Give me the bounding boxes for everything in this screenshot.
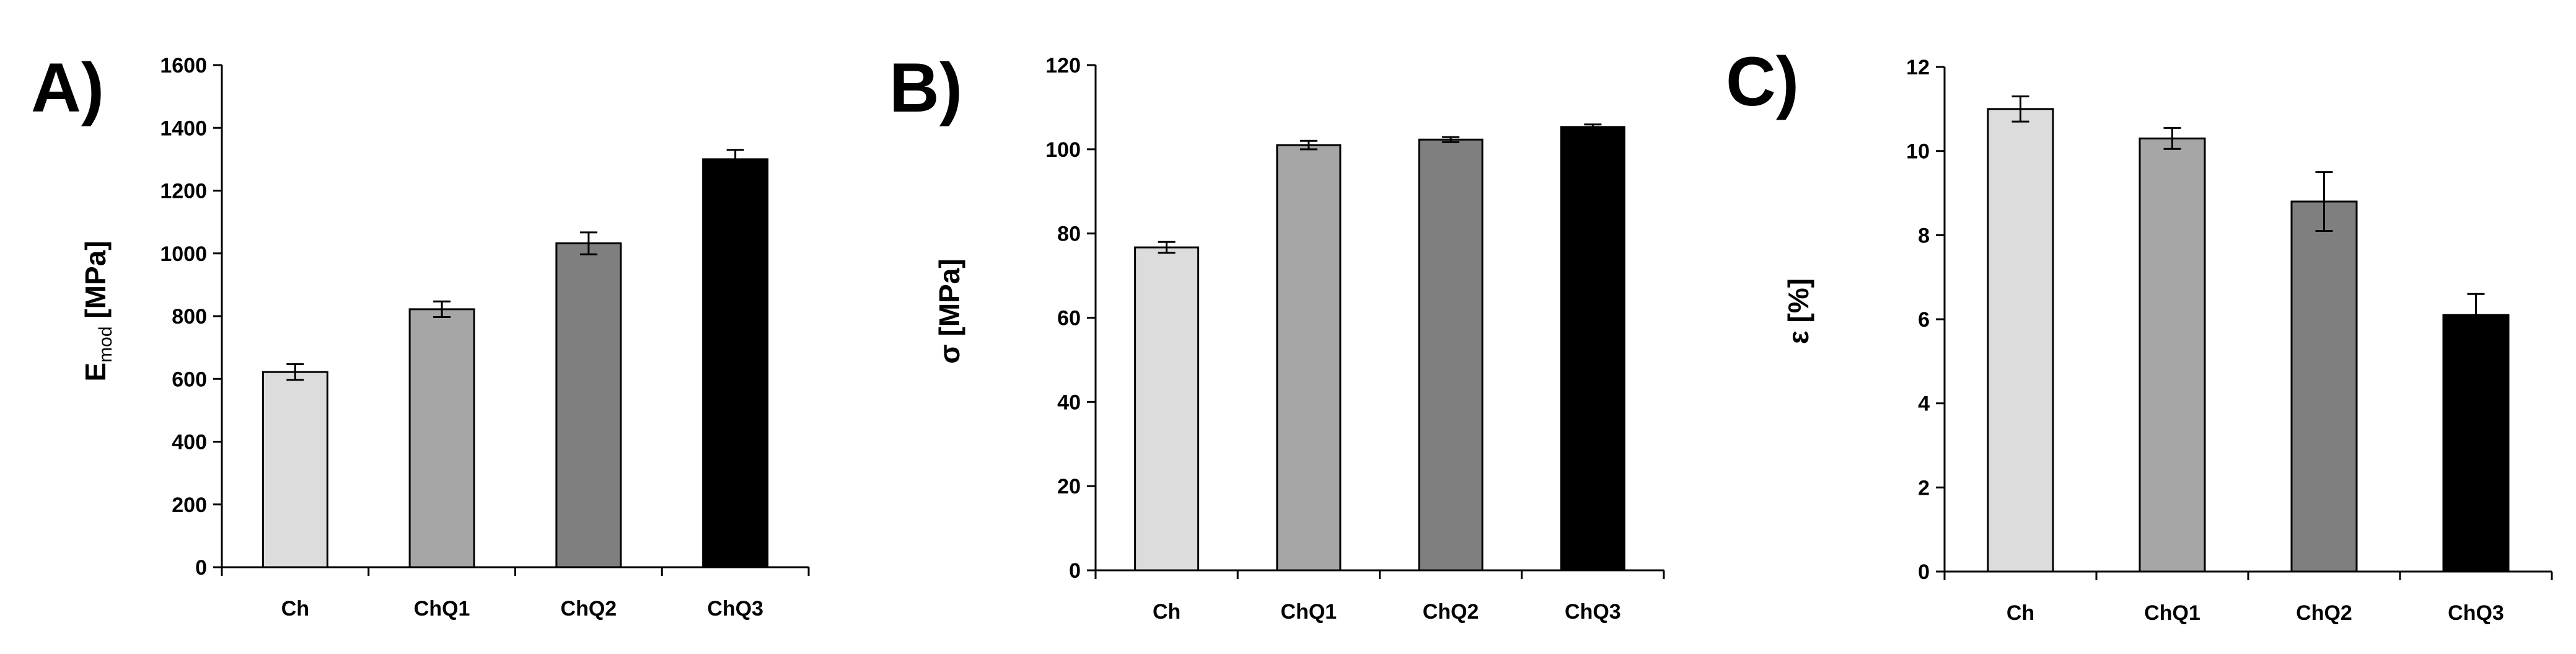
panel-c-y-tick-label: 6 — [1918, 308, 1930, 332]
panel-a-x-category-label: Ch — [281, 597, 309, 621]
panel-a-letter: A) — [31, 49, 104, 126]
panel-b-y-tick-label: 20 — [1057, 475, 1081, 498]
panel-b-bar-chq3 — [1560, 126, 1625, 572]
panel-b-x-category-label: ChQ3 — [1565, 600, 1621, 624]
panel-a-y-tick-label: 1000 — [160, 242, 207, 266]
panel-c-y-tick-label: 4 — [1918, 392, 1930, 416]
panel-a-x-category-label: ChQ1 — [414, 597, 470, 621]
panel-a-bar-ch — [262, 371, 328, 568]
panel-c-bar-ch — [1987, 108, 2054, 573]
panel-c-y-tick-label: 8 — [1918, 224, 1930, 247]
panel-c-y-tick-label: 0 — [1918, 560, 1930, 584]
panel-b-y-axis-title: σ [MPa] — [933, 259, 965, 363]
panel-c-x-category-label: Ch — [2007, 601, 2034, 625]
panel-a-x-category-label: ChQ3 — [707, 597, 763, 621]
panel-a-y-axis-title: Emod [MPa] — [79, 241, 116, 381]
panel-b-y-tick-label: 100 — [1045, 138, 1081, 162]
panel-b-y-tick-label: 120 — [1045, 54, 1081, 77]
panel-a-y-axis-title-main: E — [79, 363, 112, 382]
panel-c-y-tick-label: 10 — [1906, 140, 1930, 164]
panel-c-y-tick-label: 2 — [1918, 476, 1930, 500]
panel-a-y-tick-label: 600 — [172, 368, 207, 391]
panel-a-y-tick-label: 400 — [172, 431, 207, 454]
panel-b-y-tick-label: 60 — [1057, 307, 1081, 330]
panel-c-y-axis-title: ε [%] — [1782, 278, 1814, 344]
panel-b-y-tick-label: 40 — [1057, 391, 1081, 414]
panel-a-bar-chq1 — [408, 308, 475, 568]
panel-b: B) σ [MPa] 0 20 40 60 80 100 120 Ch ChQ1 ChQ2 ChQ3 — [889, 49, 1665, 624]
panel-a-y-tick-label: 0 — [195, 556, 207, 580]
panel-c-x-category-label: ChQ2 — [2296, 601, 2352, 625]
panel-b-x-category-label: ChQ2 — [1423, 600, 1479, 624]
panel-a-y-axis-title-unit: [MPa] — [79, 241, 112, 326]
panel-c-bar-chq3 — [2442, 314, 2510, 573]
panel-c-x-category-label: ChQ3 — [2448, 601, 2504, 625]
panel-a-y-tick-label: 1200 — [160, 180, 207, 203]
panel-c-bar-chq1 — [2139, 137, 2206, 573]
panel-a-y-axis-title-subscript: mod — [95, 326, 116, 362]
panel-a: A) Emod [MPa] 0 200 400 600 800 1000 1200 1400 1… — [31, 49, 810, 621]
panel-a-bar-chq2 — [555, 242, 622, 568]
panel-b-x-category-label: Ch — [1153, 600, 1180, 624]
panel-a-x-category-label: ChQ2 — [561, 597, 617, 621]
panel-b-bar-ch — [1134, 246, 1200, 572]
panel-a-y-tick-label: 1600 — [160, 54, 207, 77]
panel-a-bar-chq3 — [702, 158, 769, 568]
panel-b-x-category-label: ChQ1 — [1281, 600, 1337, 624]
panel-a-y-tick-label: 800 — [172, 305, 207, 329]
panel-b-y-tick-label: 0 — [1069, 559, 1081, 583]
panel-c-bar-chq2 — [2290, 200, 2358, 573]
panel-c: C) ε [%] 0 2 4 6 8 10 12 Ch ChQ1 ChQ2 ChQ3 — [1726, 43, 2553, 625]
panel-c-letter: C) — [1726, 43, 1799, 120]
panel-b-bar-chq1 — [1276, 144, 1342, 572]
panel-c-x-category-label: ChQ1 — [2144, 601, 2200, 625]
panel-a-y-tick-label: 1400 — [160, 117, 207, 140]
panel-b-letter: B) — [889, 49, 962, 126]
panel-b-y-tick-label: 80 — [1057, 223, 1081, 246]
panel-b-bar-chq2 — [1418, 138, 1484, 572]
panel-a-y-tick-label: 200 — [172, 493, 207, 517]
panel-c-y-tick-label: 12 — [1906, 56, 1930, 79]
